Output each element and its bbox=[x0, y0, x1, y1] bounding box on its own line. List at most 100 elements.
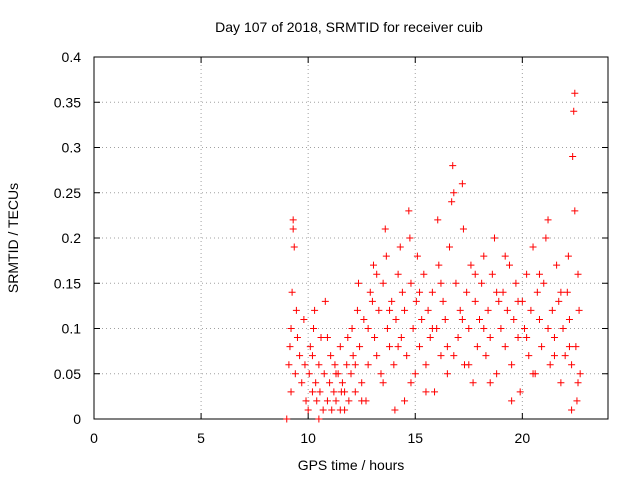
data-point bbox=[364, 325, 372, 332]
data-point bbox=[572, 343, 580, 351]
y-tick-label: 0.25 bbox=[54, 185, 81, 201]
data-point bbox=[405, 207, 413, 215]
data-point bbox=[446, 243, 454, 251]
data-point bbox=[290, 243, 298, 251]
data-point bbox=[452, 279, 460, 287]
data-point bbox=[319, 406, 327, 414]
data-point bbox=[300, 315, 308, 323]
data-point bbox=[394, 270, 402, 278]
data-point bbox=[499, 288, 507, 296]
data-point bbox=[379, 379, 387, 387]
data-point bbox=[571, 207, 579, 215]
data-point bbox=[332, 370, 340, 378]
data-point bbox=[535, 315, 543, 323]
data-point bbox=[379, 279, 387, 287]
data-point bbox=[443, 343, 451, 351]
data-point bbox=[358, 379, 366, 387]
data-point bbox=[371, 334, 379, 342]
data-point bbox=[428, 288, 436, 296]
data-point bbox=[497, 325, 505, 332]
data-point bbox=[306, 343, 314, 351]
data-point bbox=[383, 325, 391, 332]
data-point bbox=[301, 361, 309, 369]
data-point bbox=[411, 370, 419, 378]
data-point bbox=[351, 361, 359, 369]
data-point bbox=[553, 261, 561, 269]
data-point bbox=[469, 379, 477, 387]
data-point bbox=[291, 370, 299, 378]
data-point bbox=[302, 397, 310, 405]
data-point bbox=[331, 361, 339, 369]
data-point bbox=[422, 388, 430, 396]
data-point bbox=[565, 343, 573, 351]
data-point bbox=[343, 361, 351, 369]
data-point bbox=[535, 270, 543, 278]
data-point bbox=[488, 270, 496, 278]
data-point bbox=[557, 288, 565, 296]
x-tick-label: 15 bbox=[407, 430, 423, 446]
x-tick-label: 5 bbox=[197, 430, 205, 446]
data-point bbox=[573, 397, 581, 405]
data-point bbox=[316, 388, 324, 396]
data-point bbox=[368, 297, 376, 305]
data-point bbox=[514, 334, 522, 342]
data-point bbox=[321, 297, 329, 305]
data-point bbox=[373, 352, 381, 360]
data-point bbox=[465, 325, 473, 332]
data-point bbox=[565, 315, 573, 323]
y-tick-label: 0.3 bbox=[62, 140, 82, 156]
data-point bbox=[348, 325, 356, 332]
data-point bbox=[311, 306, 319, 314]
data-point bbox=[305, 370, 313, 378]
x-tick-label: 10 bbox=[300, 430, 316, 446]
data-point bbox=[412, 297, 420, 305]
data-point bbox=[330, 388, 338, 396]
gridlines bbox=[94, 57, 608, 419]
data-point bbox=[450, 189, 458, 197]
data-point bbox=[495, 297, 503, 305]
data-point bbox=[413, 252, 421, 260]
data-point bbox=[449, 162, 457, 170]
data-point bbox=[336, 343, 344, 351]
data-point bbox=[512, 279, 520, 287]
data-point bbox=[508, 397, 516, 405]
data-point bbox=[544, 216, 552, 224]
data-point bbox=[480, 252, 488, 260]
data-point bbox=[570, 107, 578, 115]
data-point bbox=[448, 198, 456, 206]
chart-title: Day 107 of 2018, SRMTID for receiver cui… bbox=[215, 19, 483, 35]
data-point bbox=[293, 334, 301, 342]
data-point bbox=[510, 315, 518, 323]
data-point bbox=[529, 370, 537, 378]
data-point bbox=[416, 288, 424, 296]
data-point bbox=[381, 225, 389, 233]
data-point bbox=[456, 306, 464, 314]
data-point bbox=[308, 352, 316, 360]
data-point bbox=[407, 279, 415, 287]
data-point bbox=[471, 270, 479, 278]
data-point bbox=[435, 261, 443, 269]
data-point bbox=[397, 334, 405, 342]
data-point bbox=[463, 288, 471, 296]
data-point bbox=[388, 297, 396, 305]
data-point bbox=[576, 370, 584, 378]
y-tick-label: 0.1 bbox=[62, 321, 82, 337]
y-axis-label: SRMTID / TECUs bbox=[5, 183, 21, 293]
data-point bbox=[313, 397, 321, 405]
data-point bbox=[486, 379, 494, 387]
x-axis-label: GPS time / hours bbox=[298, 457, 405, 473]
data-point bbox=[328, 406, 336, 414]
data-point bbox=[394, 343, 402, 351]
data-point bbox=[286, 343, 294, 351]
data-point bbox=[437, 279, 445, 287]
x-tick-label: 20 bbox=[515, 430, 531, 446]
data-point bbox=[520, 325, 528, 332]
data-point bbox=[304, 406, 312, 414]
data-point bbox=[503, 306, 511, 314]
data-point bbox=[501, 252, 509, 260]
data-point bbox=[505, 261, 513, 269]
plot-frame bbox=[93, 56, 609, 420]
data-point bbox=[345, 397, 353, 405]
data-point bbox=[298, 379, 306, 387]
data-point bbox=[315, 361, 323, 369]
